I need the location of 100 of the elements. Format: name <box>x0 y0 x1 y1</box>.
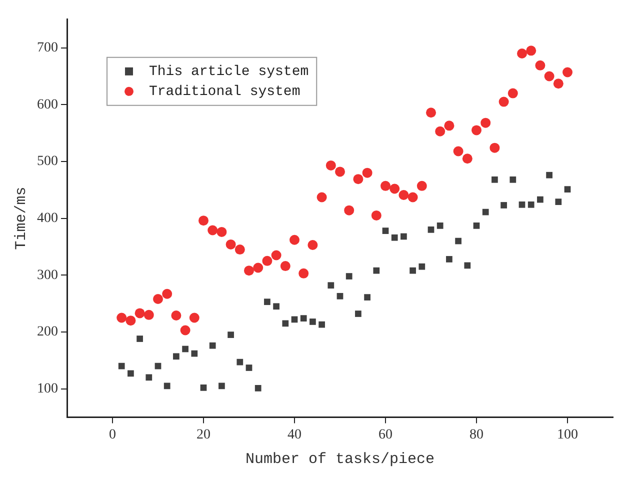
point <box>128 370 134 377</box>
point <box>136 336 143 342</box>
legend-label: Traditional system <box>149 84 300 100</box>
y-tick-label: 100 <box>37 381 58 396</box>
point <box>254 385 262 392</box>
point <box>391 234 398 241</box>
point <box>236 358 244 366</box>
point <box>562 67 572 78</box>
point <box>373 267 380 274</box>
point <box>344 205 354 216</box>
point <box>328 282 334 289</box>
point <box>364 294 370 300</box>
x-tick-label: 100 <box>557 427 578 442</box>
point <box>535 60 546 70</box>
point <box>526 46 536 56</box>
point <box>408 192 418 202</box>
y-tick-label: 700 <box>37 40 58 56</box>
point <box>555 198 562 205</box>
point <box>280 261 290 272</box>
point <box>173 353 180 360</box>
point <box>464 262 471 269</box>
point <box>544 71 554 82</box>
point <box>353 174 364 184</box>
point <box>546 172 552 178</box>
point <box>455 238 462 244</box>
point <box>426 108 436 118</box>
point <box>262 256 272 266</box>
point <box>473 222 480 229</box>
point <box>462 154 472 164</box>
point <box>444 120 454 131</box>
point <box>271 250 282 260</box>
point <box>380 180 390 191</box>
point <box>234 244 245 255</box>
point <box>146 374 152 381</box>
x-tick-label: 80 <box>470 427 484 442</box>
point <box>480 118 491 128</box>
x-axis-title: Number of tasks/piece <box>245 450 435 468</box>
point <box>290 234 300 245</box>
point <box>153 294 163 304</box>
point <box>182 346 188 352</box>
point <box>316 192 327 202</box>
point <box>244 266 254 276</box>
y-tick-label: 200 <box>37 324 58 340</box>
legend-label: This article system <box>149 64 309 80</box>
point <box>400 233 407 240</box>
point <box>200 384 207 391</box>
point <box>282 320 289 327</box>
point <box>510 176 516 183</box>
point <box>273 303 280 310</box>
point <box>118 362 125 370</box>
point <box>180 325 190 336</box>
point <box>517 48 527 58</box>
point <box>428 226 434 233</box>
point <box>371 210 382 220</box>
point <box>382 228 389 234</box>
point <box>300 315 307 322</box>
y-tick-label: 600 <box>37 97 58 112</box>
point <box>308 240 318 250</box>
y-tick-label: 300 <box>37 268 58 283</box>
point <box>191 350 198 357</box>
point <box>508 88 518 98</box>
point <box>298 268 309 278</box>
point <box>498 96 509 107</box>
point <box>335 166 345 177</box>
point <box>209 342 216 349</box>
point <box>126 316 136 326</box>
x-tick-label: 0 <box>109 427 116 442</box>
x-tick-label: 20 <box>196 427 210 442</box>
point <box>492 176 498 183</box>
point <box>164 382 170 390</box>
x-tick-label: 40 <box>288 427 302 442</box>
point <box>418 263 426 270</box>
point <box>226 239 236 250</box>
point <box>564 186 571 192</box>
point <box>208 225 218 236</box>
point <box>336 292 344 300</box>
point <box>528 201 534 208</box>
point <box>518 201 526 208</box>
point <box>490 142 500 153</box>
point <box>246 364 252 371</box>
point <box>253 262 264 273</box>
point <box>416 180 427 191</box>
point <box>218 382 225 390</box>
point <box>310 318 316 325</box>
point <box>482 208 489 216</box>
point <box>537 196 544 203</box>
point <box>436 222 444 229</box>
point <box>228 332 234 338</box>
point <box>362 168 372 178</box>
point <box>472 125 482 136</box>
point <box>318 321 325 328</box>
point <box>453 146 464 156</box>
x-tick-label: 60 <box>378 427 392 442</box>
point <box>410 267 416 274</box>
point <box>171 310 182 320</box>
point <box>216 226 227 237</box>
point <box>198 216 208 226</box>
point <box>162 288 172 299</box>
point <box>326 160 336 170</box>
point <box>134 308 145 318</box>
